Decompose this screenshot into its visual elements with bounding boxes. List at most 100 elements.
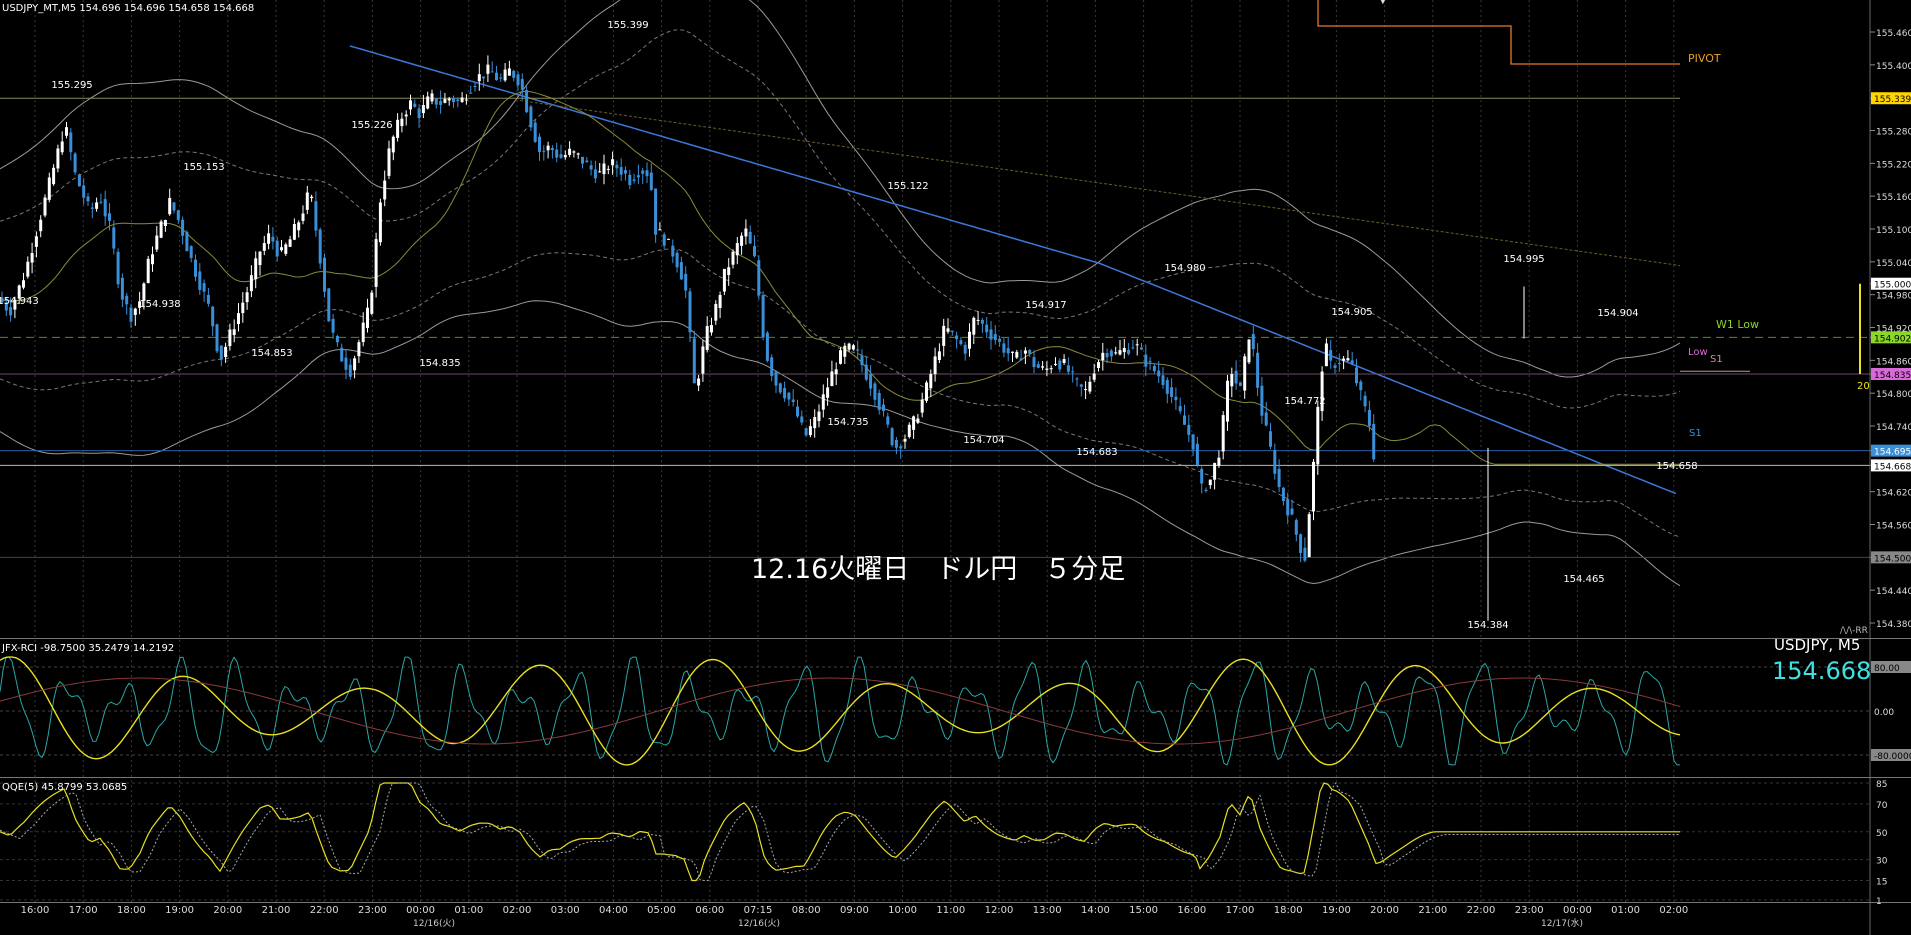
time-tick-label: 08:00 — [792, 905, 821, 916]
candle-body — [26, 261, 30, 277]
candle-body — [559, 154, 563, 158]
candle-body — [52, 167, 56, 185]
candle-body — [968, 331, 971, 349]
candle-body — [1342, 358, 1346, 361]
candle-body — [1195, 443, 1199, 466]
candle-body — [361, 322, 365, 343]
candle-body — [942, 325, 946, 346]
candle-body — [1002, 343, 1006, 353]
candle-body — [464, 99, 468, 101]
price-tick-label: 154.920 — [1876, 325, 1911, 335]
time-tick-label: 23:00 — [358, 905, 387, 916]
candle-body — [1084, 389, 1088, 391]
rci-pane[interactable]: 80.00 0.00 -80.0000 — [0, 656, 1911, 766]
candle-body — [1329, 350, 1333, 361]
candle-body — [980, 319, 984, 324]
candle-body — [254, 258, 258, 280]
candle-body — [245, 292, 249, 303]
candle-body — [761, 295, 765, 338]
candle-body — [1041, 366, 1045, 368]
candle-body — [1062, 359, 1066, 363]
time-tick-label: 16:00 — [21, 905, 50, 916]
candle-body — [335, 335, 339, 343]
candle-body — [907, 424, 911, 437]
candle-body — [955, 335, 959, 340]
candle-body — [679, 262, 683, 280]
candle-body — [1011, 351, 1014, 353]
candle-body — [194, 259, 197, 277]
candle-body — [808, 426, 812, 436]
candle-body — [34, 236, 38, 247]
candle-body — [344, 357, 348, 370]
candle-body — [1294, 520, 1298, 535]
candle-body — [1066, 365, 1070, 372]
candle-body — [882, 404, 885, 411]
rci-mid-line — [0, 656, 1681, 766]
bollinger-upper-1 — [0, 29, 1681, 409]
qqe-level-label: 70 — [1876, 801, 1888, 811]
candle-body — [198, 271, 202, 290]
candle-body — [1277, 468, 1281, 488]
bollinger-upper-2 — [0, 0, 1681, 378]
time-tick-label: 17:00 — [1226, 905, 1255, 916]
qqe-pane[interactable]: 85 70 50 30 15 1 — [0, 780, 1888, 907]
candle-body — [271, 236, 275, 242]
candle-body — [1337, 363, 1341, 365]
time-tick-label: 02:00 — [503, 905, 532, 916]
date-label: 12/16(火) — [738, 918, 780, 929]
candle-body — [718, 294, 722, 309]
candle-body — [1243, 356, 1247, 391]
price-badge — [1871, 368, 1911, 381]
candle-body — [765, 332, 769, 361]
candle-body — [486, 64, 490, 74]
candle-body — [886, 416, 890, 425]
price-badge — [1871, 444, 1911, 457]
candle-body — [262, 243, 266, 251]
pivot-label: PIVOT — [1688, 52, 1721, 65]
candle-body — [856, 349, 860, 351]
candle-body — [1058, 360, 1062, 370]
candle-body — [116, 251, 120, 285]
candle-body — [550, 147, 554, 151]
candle-body — [348, 364, 352, 377]
candle-body — [546, 145, 550, 151]
candle-body — [340, 347, 344, 362]
price-pane[interactable]: 155.295 155.399 155.226 155.153 155.122 154.9… — [0, 0, 1870, 631]
candle-body — [202, 283, 206, 292]
price-axis: 155.460 155.400 155.339 155.280 155.220 155.1… — [1869, 0, 1911, 935]
candle-body — [748, 231, 752, 244]
candle-body — [877, 392, 881, 410]
low-label: Low — [1688, 347, 1708, 358]
date-label: 12/16(火) — [413, 918, 455, 929]
candle-body — [1028, 350, 1032, 354]
candle-body — [1256, 352, 1260, 388]
candle-body — [1269, 431, 1272, 447]
candle-body — [69, 132, 73, 153]
price-tick-label: 154.980 — [1876, 292, 1911, 302]
s1-lower-label: S1 — [1689, 428, 1702, 439]
candle-body — [667, 238, 670, 240]
time-tick-label: 19:00 — [165, 905, 194, 916]
candle-body — [370, 292, 374, 314]
candle-body — [1032, 357, 1036, 368]
price-tick-label: 154.902 — [1874, 334, 1911, 344]
candle-body — [383, 180, 387, 200]
candle-body — [1122, 348, 1126, 353]
candle-body — [770, 357, 774, 376]
candle-body — [284, 244, 288, 254]
price-tick-label: 154.860 — [1876, 357, 1911, 367]
candle-body — [56, 148, 60, 169]
candle-body — [645, 170, 649, 177]
candle-body — [1183, 415, 1186, 425]
candle-body — [439, 101, 443, 105]
candle-body — [950, 330, 954, 333]
time-tick-label: 22:00 — [310, 905, 339, 916]
candle-body — [1363, 395, 1367, 407]
candle-body — [675, 252, 679, 268]
candle-body — [976, 319, 980, 321]
candle-body — [1346, 358, 1350, 361]
candle-body — [731, 251, 735, 265]
candle-body — [581, 156, 584, 164]
candle-body — [830, 371, 834, 387]
